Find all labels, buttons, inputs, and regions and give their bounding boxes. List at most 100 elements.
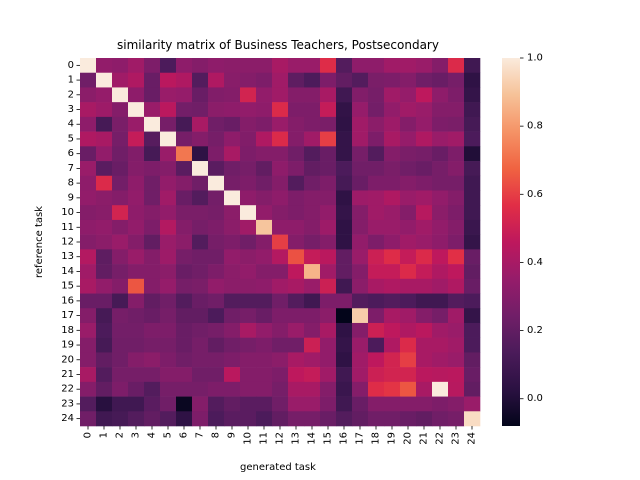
heatmap-cell	[384, 337, 401, 353]
heatmap-cell	[240, 205, 257, 221]
heatmap-cell	[368, 102, 385, 118]
heatmap-cell	[176, 249, 193, 265]
heatmap-cell	[176, 293, 193, 309]
heatmap-cell	[304, 116, 321, 132]
heatmap-cell	[464, 367, 481, 383]
x-tick-label: 14	[307, 432, 318, 445]
heatmap-cell	[320, 381, 337, 397]
x-tick-label: 12	[275, 432, 286, 445]
y-tick-label: 9	[68, 192, 74, 203]
heatmap-cell	[384, 367, 401, 383]
heatmap-cell	[288, 87, 305, 103]
y-tick-label: 24	[61, 413, 74, 424]
heatmap-cell	[416, 293, 433, 309]
heatmap-cell	[208, 87, 225, 103]
heatmap-cell	[208, 175, 225, 191]
heatmap-cell	[368, 396, 385, 412]
heatmap-cell	[400, 322, 417, 338]
heatmap-cell	[368, 146, 385, 162]
heatmap-cell	[336, 381, 353, 397]
heatmap-cell	[240, 352, 257, 368]
heatmap-cell	[256, 146, 273, 162]
heatmap-cell	[192, 102, 209, 118]
heatmap-cell	[256, 367, 273, 383]
heatmap-cell	[320, 264, 337, 280]
heatmap-cell	[80, 381, 97, 397]
y-tick-label: 6	[68, 148, 74, 159]
heatmap-cell	[128, 278, 145, 294]
heatmap-cell	[432, 337, 449, 353]
y-tick-label: 22	[61, 384, 74, 395]
heatmap-cell	[416, 367, 433, 383]
heatmap-cell	[288, 234, 305, 250]
heatmap-cell	[368, 308, 385, 324]
heatmap-cell	[352, 278, 369, 294]
heatmap-cell	[336, 116, 353, 132]
heatmap-cell	[320, 234, 337, 250]
heatmap-cell	[384, 87, 401, 103]
heatmap-cell	[304, 219, 321, 235]
x-tick-label: 8	[211, 432, 222, 438]
heatmap-cell	[416, 234, 433, 250]
heatmap-cell	[160, 411, 177, 427]
heatmap-cell	[320, 58, 337, 74]
heatmap-cell	[112, 146, 129, 162]
heatmap-cell	[192, 264, 209, 280]
heatmap-cell	[304, 367, 321, 383]
heatmap-cell	[416, 411, 433, 427]
heatmap-cell	[208, 72, 225, 88]
heatmap-cell	[128, 146, 145, 162]
heatmap-cell	[144, 161, 161, 177]
x-tick-label: 4	[147, 432, 158, 438]
heatmap-cell	[240, 411, 257, 427]
heatmap-cell	[288, 116, 305, 132]
heatmap-cell	[96, 264, 113, 280]
y-tick-label: 0	[68, 60, 74, 71]
y-tick-label: 1	[68, 75, 74, 86]
heatmap-cell	[192, 411, 209, 427]
heatmap-cell	[192, 87, 209, 103]
heatmap-cell	[320, 337, 337, 353]
heatmap-cell	[160, 102, 177, 118]
heatmap-cell	[416, 278, 433, 294]
heatmap-cell	[256, 352, 273, 368]
y-tick-label: 13	[61, 251, 74, 262]
heatmap-cell	[336, 131, 353, 147]
heatmap-cell	[80, 234, 97, 250]
heatmap-cell	[176, 219, 193, 235]
x-tick-label: 0	[83, 432, 94, 438]
heatmap-cell	[304, 161, 321, 177]
heatmap-cell	[224, 58, 241, 74]
y-tick-label: 3	[68, 104, 74, 115]
heatmap-cell	[400, 264, 417, 280]
heatmap-cell	[336, 337, 353, 353]
heatmap-cell	[256, 234, 273, 250]
heatmap-cell	[224, 337, 241, 353]
heatmap-cell	[288, 278, 305, 294]
heatmap-cell	[304, 249, 321, 265]
heatmap-cell	[80, 72, 97, 88]
heatmap-cell	[288, 146, 305, 162]
heatmap-cell	[160, 234, 177, 250]
heatmap-cell	[416, 175, 433, 191]
y-tick-label: 12	[61, 237, 74, 248]
heatmap-cell	[288, 411, 305, 427]
heatmap-cell	[240, 116, 257, 132]
heatmap-cell	[448, 249, 465, 265]
heatmap-cell	[352, 381, 369, 397]
heatmap-cell	[464, 337, 481, 353]
heatmap-cell	[384, 58, 401, 74]
heatmap-cell	[96, 72, 113, 88]
heatmap-cell	[128, 102, 145, 118]
heatmap-cell	[80, 367, 97, 383]
heatmap-cell	[416, 146, 433, 162]
heatmap-cell	[176, 161, 193, 177]
heatmap-cell	[192, 72, 209, 88]
heatmap-cell	[224, 278, 241, 294]
heatmap-cell	[336, 175, 353, 191]
heatmap-cell	[416, 337, 433, 353]
heatmap-cell	[384, 146, 401, 162]
heatmap-cell	[96, 278, 113, 294]
heatmap-cell	[176, 72, 193, 88]
heatmap-cell	[416, 87, 433, 103]
